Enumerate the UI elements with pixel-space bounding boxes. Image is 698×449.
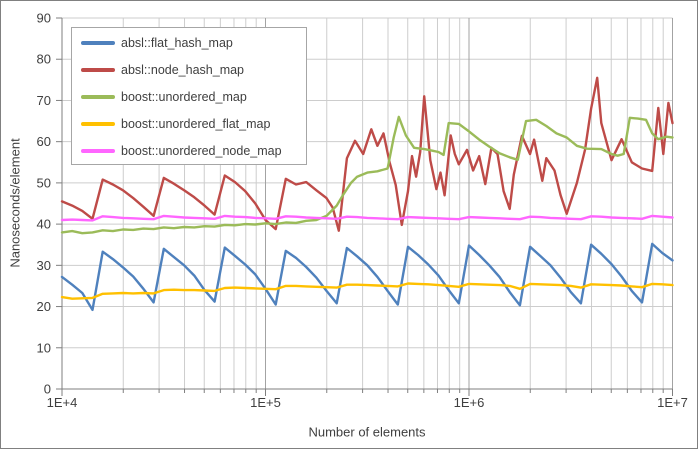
- legend-entry-label: boost::unordered_map: [121, 89, 247, 104]
- y-axis-title: Nanoseconds/element: [7, 138, 23, 268]
- x-tick-label: 1E+5: [250, 395, 281, 410]
- legend-entry: absl::node_hash_map: [72, 56, 306, 83]
- legend-swatch: [81, 121, 115, 126]
- legend-entry-label: boost::unordered_flat_map: [121, 116, 271, 131]
- y-tick-label: 50: [37, 175, 51, 190]
- y-tick-label: 70: [37, 93, 51, 108]
- y-tick-label: 10: [37, 340, 51, 355]
- legend-entry: boost::unordered_map: [72, 83, 306, 110]
- series-line-1: [60, 76, 674, 232]
- y-tick-label: 40: [37, 217, 51, 232]
- y-tick-label: 90: [37, 11, 51, 26]
- legend-swatch: [81, 67, 115, 72]
- x-tick-label: 1E+4: [47, 395, 78, 410]
- y-tick-label: 0: [44, 382, 51, 397]
- legend-entry: boost::unordered_node_map: [72, 137, 306, 164]
- legend-entry: boost::unordered_flat_map: [72, 110, 306, 137]
- y-tick-label: 30: [37, 258, 51, 273]
- legend-entry-label: absl::node_hash_map: [121, 62, 245, 77]
- x-tick-label: 1E+6: [454, 395, 485, 410]
- legend-swatch: [81, 94, 115, 99]
- y-tick-label: 60: [37, 134, 51, 149]
- series-line-3: [60, 282, 674, 300]
- legend-entry-label: boost::unordered_node_map: [121, 143, 282, 158]
- legend-swatch: [81, 148, 115, 153]
- y-tick-label: 80: [37, 52, 51, 67]
- series-line-4: [60, 214, 674, 222]
- legend-entry-label: absl::flat_hash_map: [121, 35, 233, 50]
- legend-swatch: [81, 40, 115, 45]
- x-tick-label: 1E+7: [657, 395, 688, 410]
- series-line-2: [60, 115, 674, 235]
- y-tick-label: 20: [37, 299, 51, 314]
- series-line-0: [60, 242, 674, 312]
- legend-entry: absl::flat_hash_map: [72, 29, 306, 56]
- x-axis-title: Number of elements: [308, 424, 426, 440]
